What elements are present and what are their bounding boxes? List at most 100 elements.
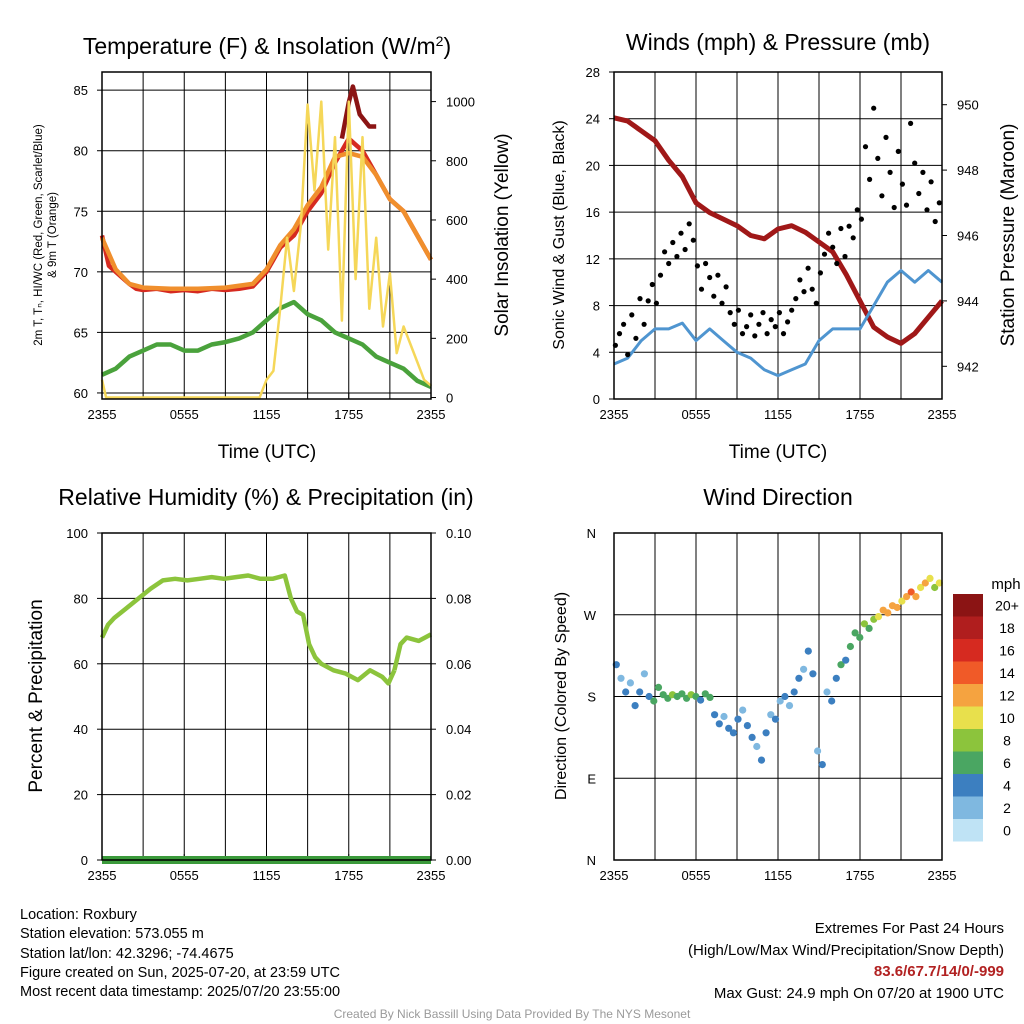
gust-point <box>936 200 942 206</box>
dir-x-tick-label: 2355 <box>928 868 957 883</box>
direction-point <box>720 712 728 721</box>
station-info: Location: Roxbury Station elevation: 573… <box>20 906 340 1002</box>
gust-point <box>768 317 774 323</box>
dir-x-tick-label: 1155 <box>764 868 792 883</box>
gust-point <box>891 204 897 211</box>
gust-point <box>629 312 635 318</box>
gust-point <box>666 260 672 267</box>
temp-x-tick-label: 1155 <box>253 407 281 422</box>
temp-y2-tick-label: 200 <box>446 331 468 346</box>
speed-legend-label: 14 <box>999 665 1015 681</box>
gust-point <box>920 169 926 175</box>
wind-y2-tick-label: 944 <box>957 294 979 309</box>
gust-point <box>772 324 778 330</box>
max-gust: Max Gust: 24.9 mph On 07/20 at 1900 UTC <box>713 984 1004 1002</box>
rh-y2-tick-label: 0.02 <box>446 788 471 803</box>
dir-x-tick-label: 2355 <box>600 868 629 883</box>
wind-y-tick-label: 16 <box>586 205 600 220</box>
direction-point <box>725 724 733 732</box>
rh-y2-tick-label: 0.10 <box>446 526 471 541</box>
temp-y2-tick-label: 0 <box>446 391 453 406</box>
direction-point <box>790 688 798 696</box>
wind-y2-tick-label: 950 <box>957 98 979 113</box>
temperature-xlabel: Time (UTC) <box>218 442 317 463</box>
speed-legend-label: 16 <box>999 642 1015 658</box>
direction-point <box>626 679 635 687</box>
gust-point <box>785 319 791 325</box>
rh-y2-tick-label: 0.04 <box>446 722 471 737</box>
gust-point <box>698 286 705 292</box>
wind-y2-tick-label: 942 <box>957 359 979 374</box>
direction-point <box>814 747 822 755</box>
gust-point <box>723 284 729 290</box>
direction-point <box>636 688 644 696</box>
rh-x-tick-label: 2355 <box>88 868 117 883</box>
temp-y-tick-label: 75 <box>74 204 88 219</box>
direction-point <box>706 693 714 702</box>
rh-y-tick-label: 40 <box>74 722 88 737</box>
gust-point <box>912 160 918 166</box>
direction-point <box>828 697 836 705</box>
rh-y-tick-label: 80 <box>74 591 88 606</box>
wind-x-tick-label: 1755 <box>846 407 875 422</box>
gust-point <box>657 272 664 278</box>
rh-y-tick-label: 20 <box>74 788 88 803</box>
dir-x-tick-label: 0555 <box>682 868 711 883</box>
pressure-ylabel: Station Pressure (Maroon) <box>998 124 1019 347</box>
gust-point <box>834 260 840 267</box>
temperature-title: Temperature (F) & Insolation (W/m2) <box>83 33 451 59</box>
direction-point <box>926 574 934 583</box>
gust-point <box>903 202 910 208</box>
gust-point <box>813 300 819 306</box>
direction-point <box>771 715 780 723</box>
dir-y-tick-label: N <box>587 853 596 868</box>
gust-point <box>924 207 930 213</box>
wind-x-tick-label: 1155 <box>764 407 792 422</box>
temp-y2-tick-label: 600 <box>446 213 468 228</box>
speed-legend-label: 4 <box>1003 777 1011 793</box>
temperature-ylabel: 2m T, Tₙ, HI/WC (Red, Green, Scarlet/Blu… <box>33 124 45 346</box>
rh-x-tick-label: 1155 <box>253 868 281 883</box>
direction-point <box>795 674 803 682</box>
wind-y-tick-label: 24 <box>586 112 600 127</box>
direction-point <box>631 702 639 710</box>
temp-y-tick-label: 60 <box>74 386 88 401</box>
speed-legend: 20+ 18 16 14 12 10 8 6 4 2 0 <box>953 594 1019 842</box>
speed-legend-swatch <box>953 796 983 819</box>
rh-x-tick-label: 2355 <box>417 868 446 883</box>
wind-x-tick-label: 2355 <box>928 407 957 422</box>
gust-point <box>682 246 688 253</box>
temp-x-tick-label: 2355 <box>88 407 117 422</box>
gust-point <box>846 223 852 229</box>
temp-y-tick-label: 65 <box>74 325 88 340</box>
meteogram-figure: Temperature (F) & Insolation (W/m2) 2m T… <box>26 29 1021 883</box>
direction-point <box>645 692 653 701</box>
gust-point <box>854 207 860 213</box>
direction-point <box>743 722 752 730</box>
rh-y2-tick-label: 0.06 <box>446 657 471 672</box>
direction-point <box>935 579 943 587</box>
gust-point <box>731 321 737 327</box>
direction-point <box>734 715 742 723</box>
temp-y-tick-label: 85 <box>74 83 88 98</box>
rh-series-line <box>99 573 397 686</box>
wind-title: Winds (mph) & Pressure (mb) <box>626 29 930 55</box>
wind-x-tick-label: 2355 <box>600 407 629 422</box>
direction-point <box>903 593 911 601</box>
gust-point <box>887 169 893 175</box>
gust-point <box>744 324 750 330</box>
wind-series-line <box>613 269 943 378</box>
direction-point <box>912 593 920 601</box>
direction-panel: Wind Direction Direction (Colored By Spe… <box>553 484 1021 842</box>
direction-point <box>818 761 826 769</box>
rh-y2-tick-label: 0.08 <box>446 591 471 606</box>
figure-created: Figure created on Sun, 2025-07-20, at 23… <box>20 964 340 981</box>
dir-x-tick-label: 1755 <box>846 868 875 883</box>
gust-point <box>842 253 848 260</box>
direction-point <box>917 583 925 592</box>
gust-point <box>670 239 676 246</box>
speed-legend-swatch <box>953 729 983 752</box>
humidity-title: Relative Humidity (%) & Precipitation (i… <box>58 484 473 510</box>
speed-legend-swatch <box>953 684 983 707</box>
dir-frame <box>613 532 943 861</box>
